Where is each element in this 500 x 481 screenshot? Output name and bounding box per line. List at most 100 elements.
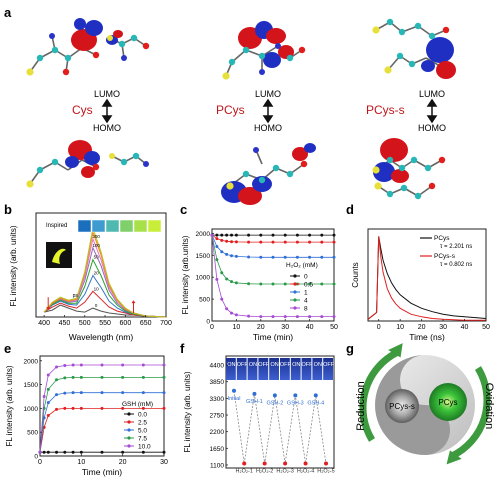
panel-e: e 0 10 20 30 0 500 1000 1500 2000 FL intensity (… (4, 341, 168, 477)
data-point (271, 282, 275, 286)
strip-cell (269, 358, 279, 380)
strip-label: OFF (323, 362, 335, 368)
data-point (225, 233, 229, 237)
swatch (147, 219, 162, 233)
data-point (79, 406, 83, 410)
data-point (100, 375, 104, 379)
legend-pcys-s: PCys-s (434, 253, 456, 260)
data-point (225, 252, 229, 256)
pcys-sphere (429, 383, 467, 421)
panel-b: b 0102050100200300400ps Inspired FL inte… (4, 202, 172, 342)
x-tick-label: 30 (281, 324, 289, 331)
cys-homo-orbital (26, 140, 149, 188)
data-point (308, 240, 312, 244)
y-tick-label: 1000 (196, 275, 211, 282)
swatch (119, 219, 134, 233)
data-point (230, 280, 234, 284)
cycle-label: H₂O₂-1 (236, 468, 253, 474)
inset-glow-icon (52, 248, 66, 264)
data-point (210, 233, 214, 237)
cycle-point (262, 461, 267, 466)
cys-arrow-icon (101, 98, 113, 124)
cys-homo-label: HOMO (93, 123, 121, 133)
strip-label: OFF (302, 362, 314, 368)
data-point (234, 313, 238, 317)
peak-label: 20 (94, 271, 100, 276)
data-point (283, 233, 287, 237)
data-point (141, 363, 145, 367)
y-tick-label: 1000 (24, 406, 39, 413)
pcys-lumo-orbital (222, 21, 306, 80)
legend-label: 4 (304, 297, 308, 304)
data-point (215, 277, 219, 281)
data-point (121, 375, 125, 379)
series-line-1 (211, 234, 334, 258)
data-point (220, 233, 224, 237)
data-point (121, 363, 125, 367)
data-point (220, 271, 224, 275)
data-point (100, 406, 104, 410)
panel-b-xlabel: Wavelength (nm) (69, 332, 134, 342)
pcys-s-lumo-label: LUMO (419, 89, 445, 99)
x-tick-label: 20 (119, 459, 127, 466)
panel-label-d: d (346, 202, 354, 217)
pcys-lumo-label: LUMO (255, 89, 281, 99)
cycle-label: H₂O₂-2 (256, 468, 273, 474)
data-point (63, 364, 67, 368)
swatch (91, 219, 106, 233)
panel-e-legend: 0.02.55.07.510.0 (124, 411, 151, 450)
panel-e-frame (39, 355, 165, 457)
y-tick-label: 1650 (210, 446, 225, 453)
legend-label: 7.5 (138, 435, 147, 442)
legend-marker (293, 282, 297, 286)
x-tick-label: 40 (306, 324, 314, 331)
x-tick-label: 10 (77, 459, 85, 466)
data-point (55, 365, 59, 369)
legend-marker (127, 444, 131, 448)
oxidation-arc (450, 366, 491, 460)
y-tick-label: 3300 (210, 396, 225, 403)
on-off-strip: ON OFF ON OFF ON OFF ON OFF ON OFF (226, 358, 335, 380)
cycle-point (242, 461, 247, 466)
x-tick-label: 0 (210, 324, 214, 331)
data-point (121, 406, 125, 410)
strip-cell (247, 358, 258, 380)
legend-marker (127, 436, 131, 440)
data-point (71, 391, 75, 395)
y-tick-label: 0 (206, 319, 210, 326)
y-tick-label: 2200 (210, 429, 225, 436)
up-arrowhead-icon (131, 300, 136, 304)
strip-cell (258, 358, 269, 380)
cycle-label: H₂O₂-4 (297, 468, 314, 474)
ps-label: ps (73, 293, 79, 299)
data-point (247, 233, 251, 237)
legend-label: 1 (304, 289, 308, 296)
legend-pcys-s-tau: τ = 0.802 ns (440, 262, 472, 268)
data-point (283, 282, 287, 286)
pcys-s-sphere (385, 389, 419, 423)
down-arrowhead-icon (46, 307, 51, 311)
data-point (100, 450, 104, 454)
data-point (215, 258, 219, 262)
panel-b-ylabel: FL intensity (arb. units) (9, 225, 18, 306)
data-point (121, 450, 125, 454)
data-point (63, 391, 67, 395)
x-tick-label: 50 (482, 324, 490, 331)
strip-label: ON (292, 362, 300, 368)
strip-cell (280, 358, 290, 380)
pcys-s-name: PCys-s (366, 103, 405, 117)
x-tick-label: 20 (418, 324, 426, 331)
peak-label: 10 (94, 286, 100, 291)
cycle-label: GSH-4 (307, 400, 324, 406)
g-label-pcys: PCys (438, 398, 457, 407)
cycle-point (283, 461, 288, 466)
x-tick-label: 400 (38, 320, 50, 327)
data-point (63, 450, 67, 454)
data-point (230, 233, 234, 237)
data-point (100, 391, 104, 395)
emission-curve-400 (43, 226, 167, 318)
data-point (162, 363, 166, 367)
legend-label: 2.5 (138, 419, 147, 426)
